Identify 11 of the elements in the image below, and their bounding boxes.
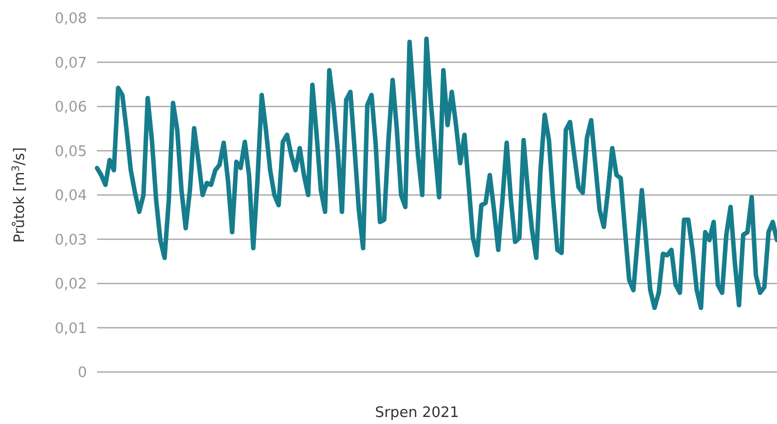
y-tick-label: 0,03 xyxy=(54,232,87,248)
y-tick-label: 0,02 xyxy=(54,276,87,293)
y-tick-label: 0 xyxy=(78,365,87,382)
line-series xyxy=(94,36,777,310)
x-axis-title: Srpen 2021 xyxy=(375,405,459,421)
y-tick-label: 0,05 xyxy=(54,144,87,160)
y-tick-label: 0,01 xyxy=(54,320,87,337)
y-tick-label: 0,07 xyxy=(54,55,87,72)
y-tick-label: 0,08 xyxy=(54,11,87,28)
y-tick-label: 0,06 xyxy=(54,100,87,116)
y-tick-label: 0,04 xyxy=(54,188,87,204)
